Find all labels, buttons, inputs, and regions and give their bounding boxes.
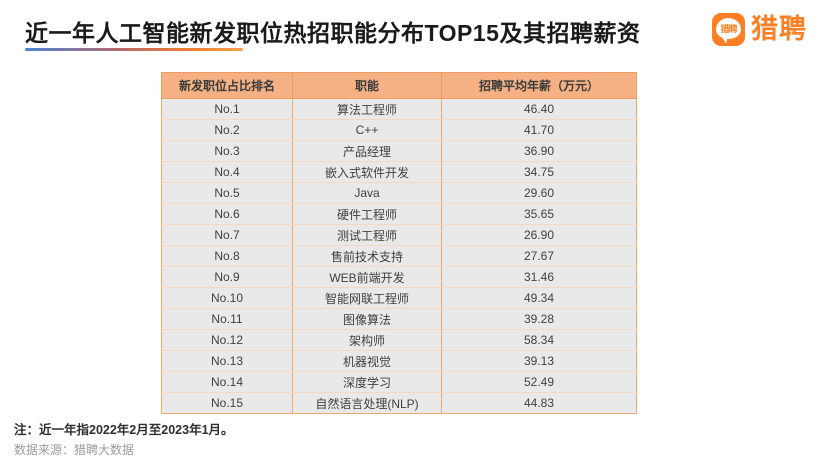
rank-cell: No.1 bbox=[161, 98, 293, 120]
function-cell: 自然语言处理(NLP) bbox=[292, 392, 442, 414]
table-row: No.11 图像算法 39.28 bbox=[161, 308, 637, 330]
salary-cell: 44.83 bbox=[441, 392, 637, 414]
salary-cell: 29.60 bbox=[441, 182, 637, 204]
table-header-row: 新发职位占比排名 职能 招聘平均年薪（万元） bbox=[161, 72, 637, 99]
table-row: No.6 硬件工程师 35.65 bbox=[161, 203, 637, 225]
title-underline bbox=[25, 48, 243, 51]
rank-cell: No.10 bbox=[161, 287, 293, 309]
salary-cell: 34.75 bbox=[441, 161, 637, 183]
table-row: No.12 架构师 58.34 bbox=[161, 329, 637, 351]
liepin-logo-icon: 猎聘 bbox=[712, 13, 745, 46]
salary-cell: 35.65 bbox=[441, 203, 637, 225]
logo-wordmark: 猎聘 bbox=[751, 14, 807, 44]
data-source: 数据来源：猎聘大数据 bbox=[14, 443, 135, 457]
rank-cell: No.4 bbox=[161, 161, 293, 183]
table-row: No.7 测试工程师 26.90 bbox=[161, 224, 637, 246]
function-cell: 架构师 bbox=[292, 329, 442, 351]
table-row: No.15 自然语言处理(NLP) 44.83 bbox=[161, 392, 637, 414]
table-row: No.5 Java 29.60 bbox=[161, 182, 637, 204]
table-row: No.14 深度学习 52.49 bbox=[161, 371, 637, 393]
table-row: No.8 售前技术支持 27.67 bbox=[161, 245, 637, 267]
table-row: No.4 嵌入式软件开发 34.75 bbox=[161, 161, 637, 183]
salary-cell: 27.67 bbox=[441, 245, 637, 267]
rank-cell: No.7 bbox=[161, 224, 293, 246]
salary-cell: 26.90 bbox=[441, 224, 637, 246]
page-title: 近一年人工智能新发职位热招职能分布TOP15及其招聘薪资 bbox=[25, 20, 641, 46]
rank-cell: No.3 bbox=[161, 140, 293, 162]
rank-cell: No.8 bbox=[161, 245, 293, 267]
rank-cell: No.6 bbox=[161, 203, 293, 225]
function-cell: 深度学习 bbox=[292, 371, 442, 393]
table-row: No.2 C++ 41.70 bbox=[161, 119, 637, 141]
salary-cell: 39.28 bbox=[441, 308, 637, 330]
header-salary: 招聘平均年薪（万元） bbox=[441, 72, 637, 99]
function-cell: 嵌入式软件开发 bbox=[292, 161, 442, 183]
table-row: No.1 算法工程师 46.40 bbox=[161, 98, 637, 120]
table-row: No.10 智能网联工程师 49.34 bbox=[161, 287, 637, 309]
rank-cell: No.5 bbox=[161, 182, 293, 204]
logo-bubble-text: 猎聘 bbox=[720, 24, 737, 34]
rank-cell: No.12 bbox=[161, 329, 293, 351]
speech-bubble-icon: 猎聘 bbox=[716, 18, 741, 39]
salary-cell: 41.70 bbox=[441, 119, 637, 141]
rank-cell: No.13 bbox=[161, 350, 293, 372]
function-cell: 智能网联工程师 bbox=[292, 287, 442, 309]
rank-cell: No.2 bbox=[161, 119, 293, 141]
salary-cell: 58.34 bbox=[441, 329, 637, 351]
liepin-logo: 猎聘 猎聘 bbox=[712, 13, 807, 46]
function-cell: 测试工程师 bbox=[292, 224, 442, 246]
salary-cell: 46.40 bbox=[441, 98, 637, 120]
rank-cell: No.11 bbox=[161, 308, 293, 330]
salary-cell: 36.90 bbox=[441, 140, 637, 162]
header-function: 职能 bbox=[292, 72, 442, 99]
header-rank: 新发职位占比排名 bbox=[161, 72, 293, 99]
salary-cell: 49.34 bbox=[441, 287, 637, 309]
table-body: No.1 算法工程师 46.40 No.2 C++ 41.70 No.3 产品经理 36.90 N… bbox=[161, 98, 637, 414]
function-cell: 售前技术支持 bbox=[292, 245, 442, 267]
function-cell: WEB前端开发 bbox=[292, 266, 442, 288]
footnote: 注：近一年指2022年2月至2023年1月。 bbox=[14, 423, 234, 437]
function-cell: Java bbox=[292, 182, 442, 204]
rank-cell: No.14 bbox=[161, 371, 293, 393]
function-cell: 图像算法 bbox=[292, 308, 442, 330]
function-cell: 硬件工程师 bbox=[292, 203, 442, 225]
table-row: No.13 机器视觉 39.13 bbox=[161, 350, 637, 372]
function-cell: 产品经理 bbox=[292, 140, 442, 162]
function-cell: 机器视觉 bbox=[292, 350, 442, 372]
function-cell: 算法工程师 bbox=[292, 98, 442, 120]
table-row: No.3 产品经理 36.90 bbox=[161, 140, 637, 162]
salary-cell: 39.13 bbox=[441, 350, 637, 372]
salary-table: 新发职位占比排名 职能 招聘平均年薪（万元） No.1 算法工程师 46.40 No.… bbox=[161, 72, 637, 414]
salary-cell: 52.49 bbox=[441, 371, 637, 393]
table-row: No.9 WEB前端开发 31.46 bbox=[161, 266, 637, 288]
rank-cell: No.9 bbox=[161, 266, 293, 288]
salary-cell: 31.46 bbox=[441, 266, 637, 288]
function-cell: C++ bbox=[292, 119, 442, 141]
rank-cell: No.15 bbox=[161, 392, 293, 414]
